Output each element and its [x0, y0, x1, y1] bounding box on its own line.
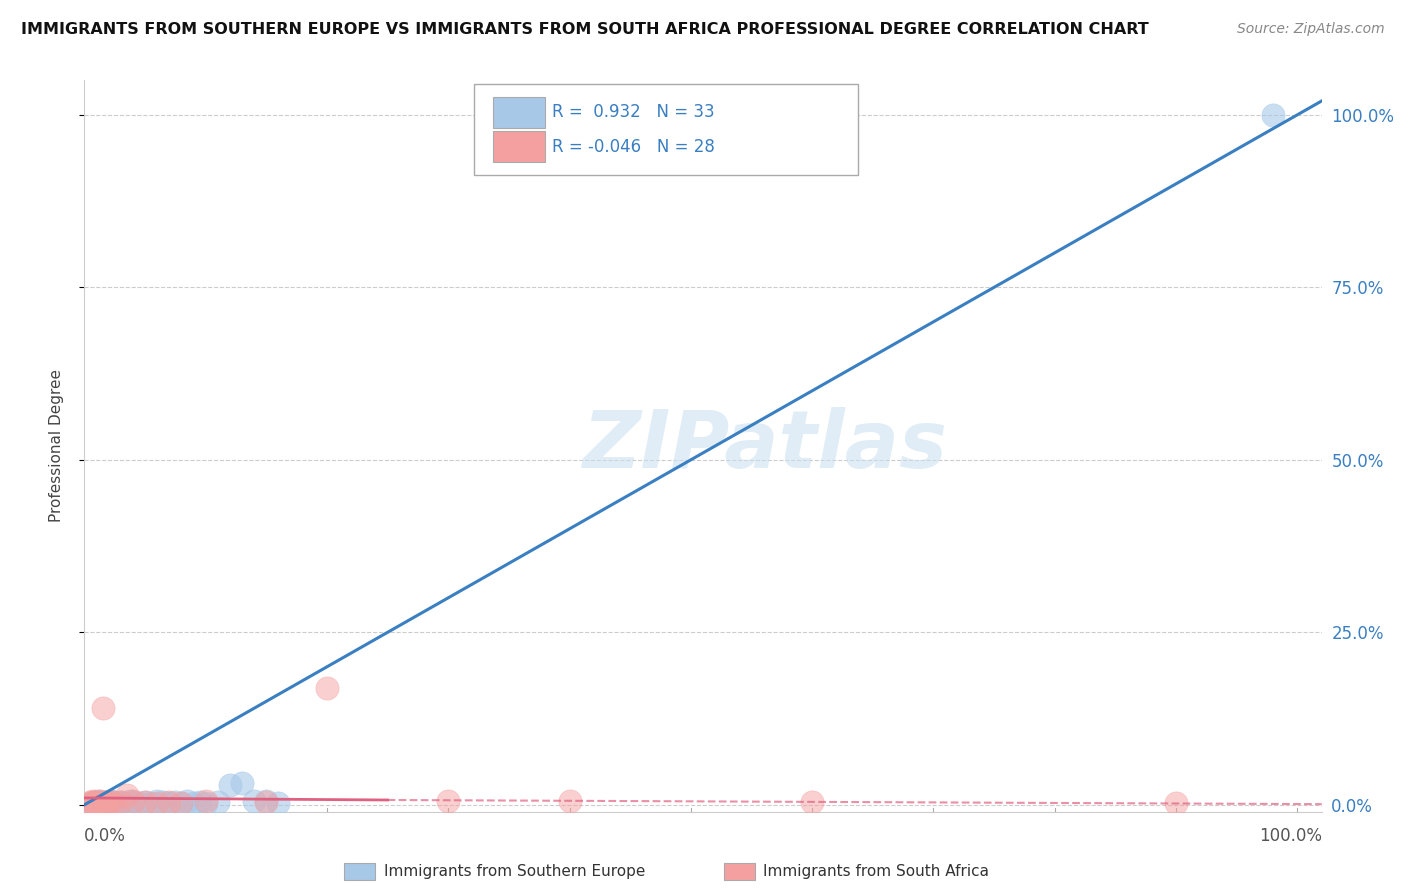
Point [207, 795, 229, 809]
Point [91, 701, 114, 715]
Point [79, 795, 101, 809]
Point [84, 796, 107, 810]
Point [91, 796, 114, 810]
Point [316, 681, 339, 695]
Point [104, 796, 127, 810]
Point [170, 796, 193, 810]
Point [176, 794, 198, 808]
Point [194, 796, 217, 810]
Point [110, 795, 132, 809]
Point [139, 796, 162, 810]
Text: Immigrants from Southern Europe: Immigrants from Southern Europe [384, 864, 645, 879]
Point [134, 795, 156, 809]
Point [254, 794, 277, 808]
Point [122, 795, 145, 809]
Point [183, 796, 205, 810]
Point [146, 796, 169, 810]
FancyBboxPatch shape [492, 131, 544, 162]
Text: R =  0.932   N = 33: R = 0.932 N = 33 [553, 103, 714, 120]
Point [170, 796, 193, 810]
Point [107, 796, 129, 810]
Point [79, 796, 101, 810]
Text: 100.0%: 100.0% [1258, 827, 1322, 845]
Point [128, 796, 150, 810]
Point [157, 796, 180, 810]
Point [267, 796, 290, 810]
Point [96, 795, 118, 809]
Text: ZIPatlas: ZIPatlas [582, 407, 948, 485]
Point [80, 796, 103, 810]
Point [122, 794, 145, 808]
Point [146, 794, 169, 808]
Point [90, 795, 112, 809]
Text: Source: ZipAtlas.com: Source: ZipAtlas.com [1237, 22, 1385, 37]
Text: Immigrants from South Africa: Immigrants from South Africa [763, 864, 990, 879]
Point [157, 795, 180, 809]
Point [115, 796, 138, 810]
Point [97, 794, 120, 808]
Point [558, 794, 581, 808]
Point [1164, 796, 1187, 810]
Point [437, 794, 460, 808]
Point [115, 788, 138, 802]
Point [97, 796, 120, 810]
Point [96, 796, 118, 810]
Point [152, 795, 174, 809]
Text: IMMIGRANTS FROM SOUTHERN EUROPE VS IMMIGRANTS FROM SOUTH AFRICA PROFESSIONAL DEG: IMMIGRANTS FROM SOUTHERN EUROPE VS IMMIG… [21, 22, 1149, 37]
FancyBboxPatch shape [474, 84, 858, 176]
Point [87, 794, 110, 808]
Point [82, 794, 104, 808]
Point [243, 794, 266, 808]
Point [194, 794, 217, 808]
Point [1261, 108, 1284, 122]
Point [120, 794, 142, 808]
Point [100, 795, 122, 809]
Point [110, 795, 132, 809]
Text: R = -0.046   N = 28: R = -0.046 N = 28 [553, 138, 714, 156]
Point [86, 795, 108, 809]
Point [86, 796, 108, 810]
Point [83, 795, 105, 809]
Point [165, 795, 187, 809]
FancyBboxPatch shape [492, 97, 544, 128]
Point [801, 795, 824, 809]
Y-axis label: Professional Degree: Professional Degree [49, 369, 63, 523]
Point [100, 794, 122, 808]
Point [134, 795, 156, 809]
Point [93, 795, 115, 809]
Text: 0.0%: 0.0% [84, 827, 127, 845]
Point [254, 795, 277, 809]
Point [188, 795, 211, 809]
Point [219, 779, 242, 793]
Point [104, 795, 127, 809]
Point [87, 794, 110, 808]
Point [231, 776, 253, 790]
Point [83, 795, 105, 809]
